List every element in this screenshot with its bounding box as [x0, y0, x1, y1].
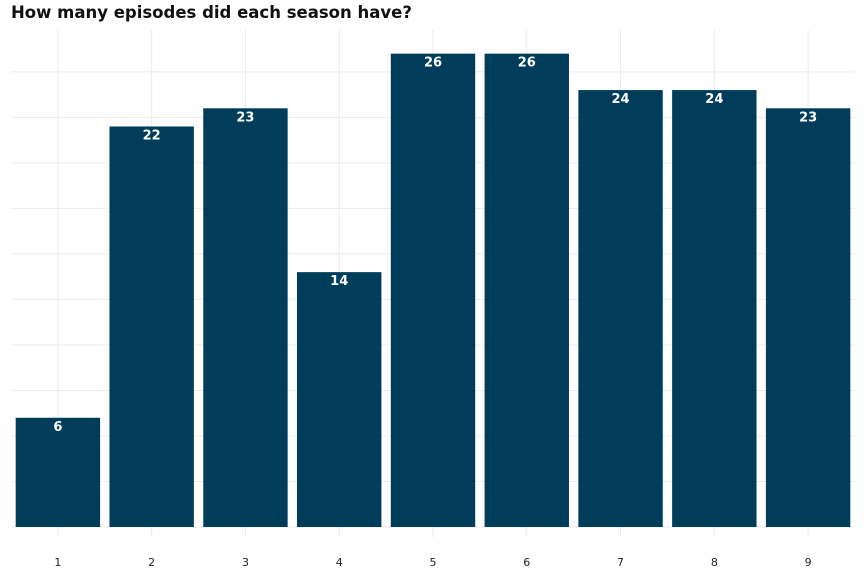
chart-title: How many episodes did each season have? — [11, 3, 412, 22]
x-tick-label: 1 — [54, 556, 61, 569]
bar — [765, 108, 851, 528]
bars — [15, 53, 851, 528]
bar-value-label: 23 — [236, 110, 254, 125]
x-tick-label: 9 — [805, 556, 812, 569]
bar-value-label: 23 — [799, 110, 817, 125]
bar-value-labels: 6 22 23 14 26 26 24 24 23 — [53, 56, 817, 435]
bar — [672, 90, 757, 528]
bar — [15, 417, 101, 527]
bar — [390, 53, 476, 528]
bar-value-label: 24 — [705, 92, 723, 107]
bar-value-label: 26 — [424, 56, 442, 71]
bar-value-label: 14 — [330, 274, 348, 289]
bar — [484, 53, 569, 528]
bar — [203, 108, 288, 528]
bar-value-label: 6 — [53, 420, 62, 435]
x-tick-label: 7 — [617, 556, 624, 569]
x-tick-label: 2 — [148, 556, 155, 569]
bar-value-label: 26 — [518, 56, 536, 71]
bar-value-label: 22 — [143, 128, 161, 143]
x-tick-label: 6 — [523, 556, 530, 569]
x-tick-label: 3 — [242, 556, 249, 569]
x-tick-label: 8 — [711, 556, 718, 569]
bar — [109, 126, 194, 527]
bar-value-label: 24 — [612, 92, 630, 107]
bar — [578, 90, 663, 528]
bar — [297, 272, 382, 527]
x-tick-label: 5 — [430, 556, 437, 569]
x-tick-label: 4 — [336, 556, 343, 569]
x-axis-tick-labels: 1 2 3 4 5 6 7 8 9 — [54, 556, 811, 569]
